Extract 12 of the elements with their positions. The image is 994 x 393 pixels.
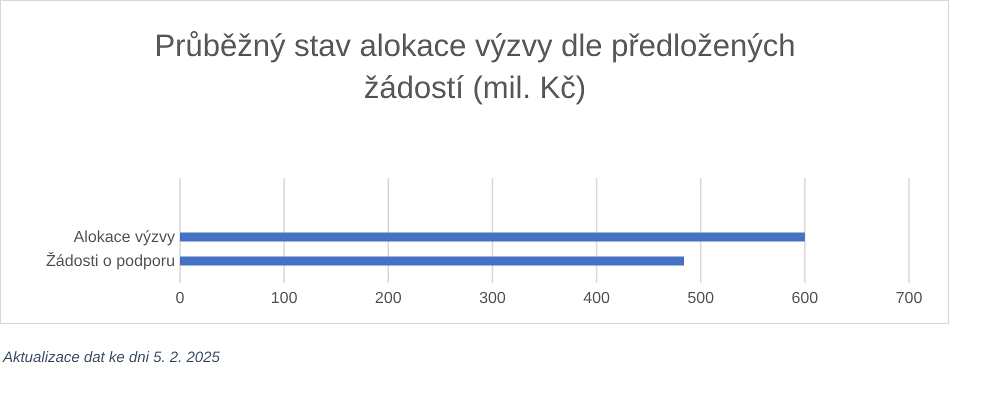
x-tick-label: 0 <box>176 290 185 307</box>
x-tick-label: 500 <box>687 290 714 307</box>
chart-title: Průběžný stav alokace výzvy dle předložených žádostí (mil. Kč) <box>154 28 796 105</box>
x-tick-label: 700 <box>896 290 922 307</box>
y-tick-label: Žádosti o podporu <box>46 252 175 270</box>
x-tick-label: 200 <box>374 290 402 307</box>
y-tick-label: Alokace výzvy <box>74 229 175 246</box>
x-tick-label: 400 <box>583 290 610 307</box>
text: Aktualizace dat ke dni 5. 2. 2025 <box>2 349 220 366</box>
x-tick-label: 600 <box>792 290 818 307</box>
x-tick-label: 300 <box>479 290 506 307</box>
x-tick-label: 100 <box>270 290 298 307</box>
